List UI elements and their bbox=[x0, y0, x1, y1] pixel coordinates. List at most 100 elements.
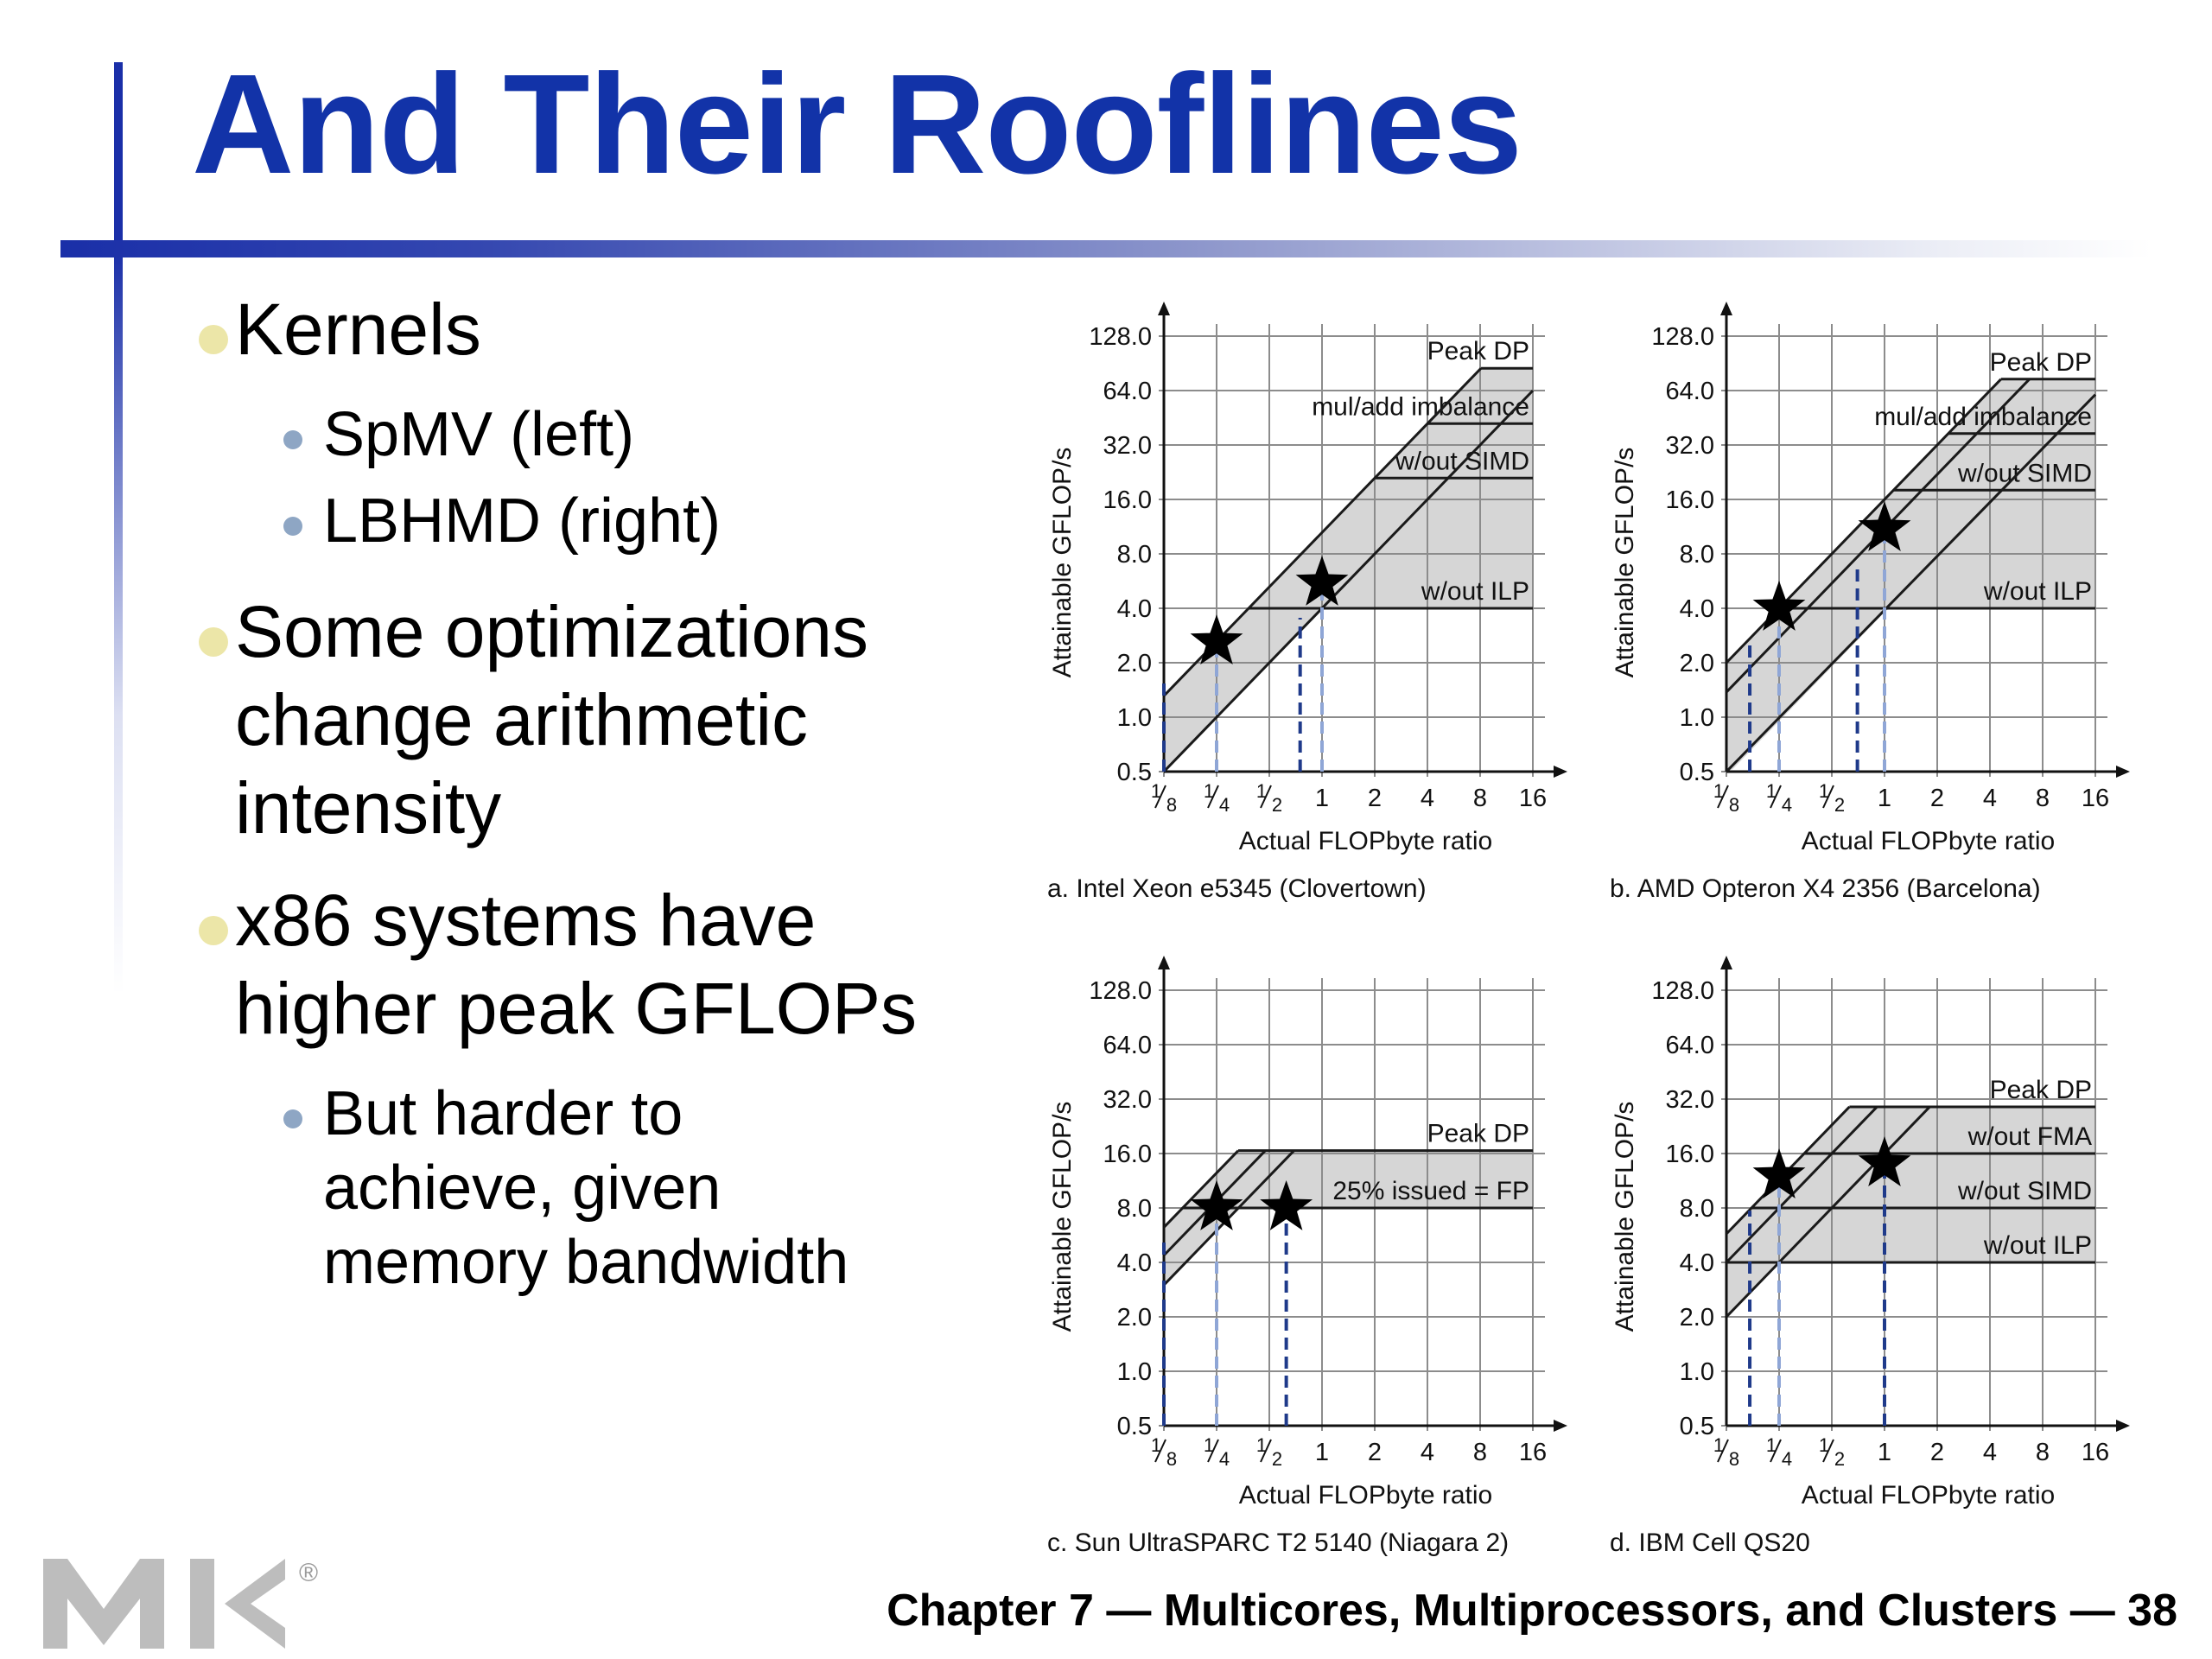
x-tick-label-numerator: 1 bbox=[1151, 780, 1161, 802]
x-tick-label-numerator: 1 bbox=[1256, 780, 1267, 802]
y-axis-arrow bbox=[1158, 956, 1170, 969]
x-tick-label-slash bbox=[1770, 785, 1782, 809]
y-tick-label: 0.5 bbox=[1117, 759, 1152, 786]
bandwidth-line bbox=[1164, 1149, 1240, 1229]
y-tick-label: 1.0 bbox=[1117, 1358, 1152, 1386]
ceiling-label: Peak DP bbox=[1990, 348, 2092, 377]
y-tick-label: 64.0 bbox=[1666, 378, 1714, 405]
sub-bullet-text: SpMV (left) bbox=[323, 400, 635, 469]
x-tick-label-numerator: 1 bbox=[1819, 780, 1829, 802]
x-tick-label-slash bbox=[1822, 785, 1834, 809]
y-tick-label: 4.0 bbox=[1117, 1249, 1152, 1277]
ceiling-label: w/out ILP bbox=[1983, 577, 2092, 606]
x-tick-label-numerator: 1 bbox=[1819, 1434, 1829, 1456]
chart-caption: a. Intel Xeon e5345 (Clovertown) bbox=[1047, 874, 1427, 903]
kernel-star-marker bbox=[1858, 1136, 1911, 1186]
x-tick-label-denominator: 4 bbox=[1219, 794, 1230, 816]
logo-k-arrow-cut-shape bbox=[251, 1580, 285, 1628]
sub-bullet-text: But harder to achieve, given memory band… bbox=[323, 1079, 849, 1297]
ceiling-label: w/out ILP bbox=[1421, 577, 1529, 606]
bandwidth-line bbox=[1726, 393, 2096, 772]
y-tick-label: 8.0 bbox=[1117, 1195, 1152, 1223]
x-tick-label: 8 bbox=[1473, 1439, 1487, 1466]
x-tick-label: 2 bbox=[1930, 1439, 1944, 1466]
x-tick-label-denominator: 2 bbox=[1272, 794, 1282, 816]
x-tick-label: 8 bbox=[2036, 785, 2050, 812]
y-tick-label: 4.0 bbox=[1680, 1249, 1714, 1277]
roofline-panel-3: Peak DP 25% issued = FP 0.5 1.0 2.0 4.0 8.0 16.… bbox=[1047, 956, 1567, 1557]
ceiling-label: w/out ILP bbox=[1983, 1231, 2092, 1260]
ceiling-label: w/out SIMD bbox=[1957, 1177, 2092, 1205]
title-accent-vertical-bar bbox=[114, 62, 123, 995]
title-accent-horizontal-bar bbox=[60, 240, 2152, 257]
y-tick-label: 1.0 bbox=[1680, 1358, 1714, 1386]
x-tick-label-denominator: 2 bbox=[1272, 1448, 1282, 1470]
bullet-text: Some optimizations change arithmetic int… bbox=[235, 591, 868, 849]
x-axis-title: Actual FLOPbyte ratio bbox=[1239, 1481, 1492, 1510]
x-tick-label: 8 bbox=[1473, 785, 1487, 812]
x-tick-label: 4 bbox=[1983, 785, 1997, 812]
bandwidth-line bbox=[1726, 1105, 1931, 1319]
x-tick-label-denominator: 8 bbox=[1166, 794, 1177, 816]
x-axis-title: Actual FLOPbyte ratio bbox=[1802, 1481, 2055, 1510]
kernel-star-marker bbox=[1295, 556, 1349, 606]
x-tick-label-slash bbox=[1154, 785, 1166, 809]
y-tick-label: 32.0 bbox=[1666, 432, 1714, 460]
bullet-item: Kernels bbox=[195, 285, 973, 373]
ceiling-label: w/out SIMD bbox=[1395, 447, 1529, 475]
y-tick-label: 2.0 bbox=[1117, 1304, 1152, 1332]
logo-registered-mark: ® bbox=[299, 1559, 318, 1587]
x-tick-label-slash bbox=[1822, 1439, 1834, 1463]
x-tick-label-numerator: 1 bbox=[1766, 1434, 1777, 1456]
y-axis-arrow bbox=[1720, 956, 1732, 969]
kernel-star-marker bbox=[1190, 614, 1243, 664]
ceiling-label: mul/add imbalance bbox=[1312, 392, 1529, 421]
sub-bullet-item: LBHMD (right) bbox=[195, 484, 973, 558]
x-tick-label: 16 bbox=[2082, 1439, 2109, 1466]
sub-bullet-item: SpMV (left) bbox=[195, 397, 973, 472]
x-tick-label: 2 bbox=[1368, 1439, 1382, 1466]
y-tick-label: 4.0 bbox=[1680, 595, 1714, 623]
y-tick-label: 2.0 bbox=[1680, 650, 1714, 677]
logo-k-left-shape bbox=[190, 1559, 214, 1649]
bandwidth-line bbox=[1726, 1105, 1878, 1264]
ceiling-label: Peak DP bbox=[1427, 1120, 1529, 1148]
x-tick-label-denominator: 8 bbox=[1729, 1448, 1739, 1470]
y-tick-label: 128.0 bbox=[1651, 977, 1714, 1005]
x-tick-label-slash bbox=[1207, 1439, 1219, 1463]
y-tick-label: 16.0 bbox=[1103, 486, 1152, 514]
x-tick-label-numerator: 1 bbox=[1713, 1434, 1724, 1456]
publisher-logo: ® bbox=[43, 1559, 318, 1649]
kernel-star-marker bbox=[1260, 1180, 1313, 1230]
y-tick-label: 0.5 bbox=[1680, 1413, 1714, 1440]
x-tick-label: 1 bbox=[1878, 1439, 1891, 1466]
y-tick-label: 32.0 bbox=[1103, 1086, 1152, 1114]
ceiling-label: 25% issued = FP bbox=[1332, 1177, 1529, 1205]
y-tick-label: 2.0 bbox=[1117, 650, 1152, 677]
shaded-region bbox=[1164, 1150, 1533, 1286]
kernel-star-marker bbox=[1858, 501, 1911, 551]
x-tick-label-denominator: 4 bbox=[1782, 1448, 1792, 1470]
y-tick-label: 8.0 bbox=[1680, 541, 1714, 569]
kernel-star-marker bbox=[1752, 1148, 1806, 1198]
y-tick-label: 16.0 bbox=[1666, 486, 1714, 514]
x-tick-label-numerator: 1 bbox=[1204, 1434, 1214, 1456]
x-axis-arrow bbox=[1554, 1420, 1567, 1432]
y-tick-label: 128.0 bbox=[1089, 977, 1152, 1005]
shaded-region bbox=[1726, 378, 2095, 772]
sub-bullet-item: But harder to achieve, given memory band… bbox=[195, 1077, 876, 1300]
y-tick-label: 16.0 bbox=[1103, 1141, 1152, 1168]
x-tick-label-denominator: 2 bbox=[1834, 1448, 1845, 1470]
y-tick-label: 32.0 bbox=[1103, 432, 1152, 460]
x-tick-label-slash bbox=[1717, 785, 1729, 809]
x-tick-label: 2 bbox=[1368, 785, 1382, 812]
y-tick-label: 1.0 bbox=[1117, 704, 1152, 732]
y-tick-label: 2.0 bbox=[1680, 1304, 1714, 1332]
chart-caption: b. AMD Opteron X4 2356 (Barcelona) bbox=[1610, 874, 2041, 903]
x-tick-label: 4 bbox=[1421, 1439, 1434, 1466]
x-tick-label-numerator: 1 bbox=[1766, 780, 1777, 802]
y-axis-title: Attainable GFLOP/s bbox=[1048, 1102, 1077, 1332]
y-tick-label: 8.0 bbox=[1117, 541, 1152, 569]
chart-caption: c. Sun UltraSPARC T2 5140 (Niagara 2) bbox=[1047, 1529, 1509, 1557]
